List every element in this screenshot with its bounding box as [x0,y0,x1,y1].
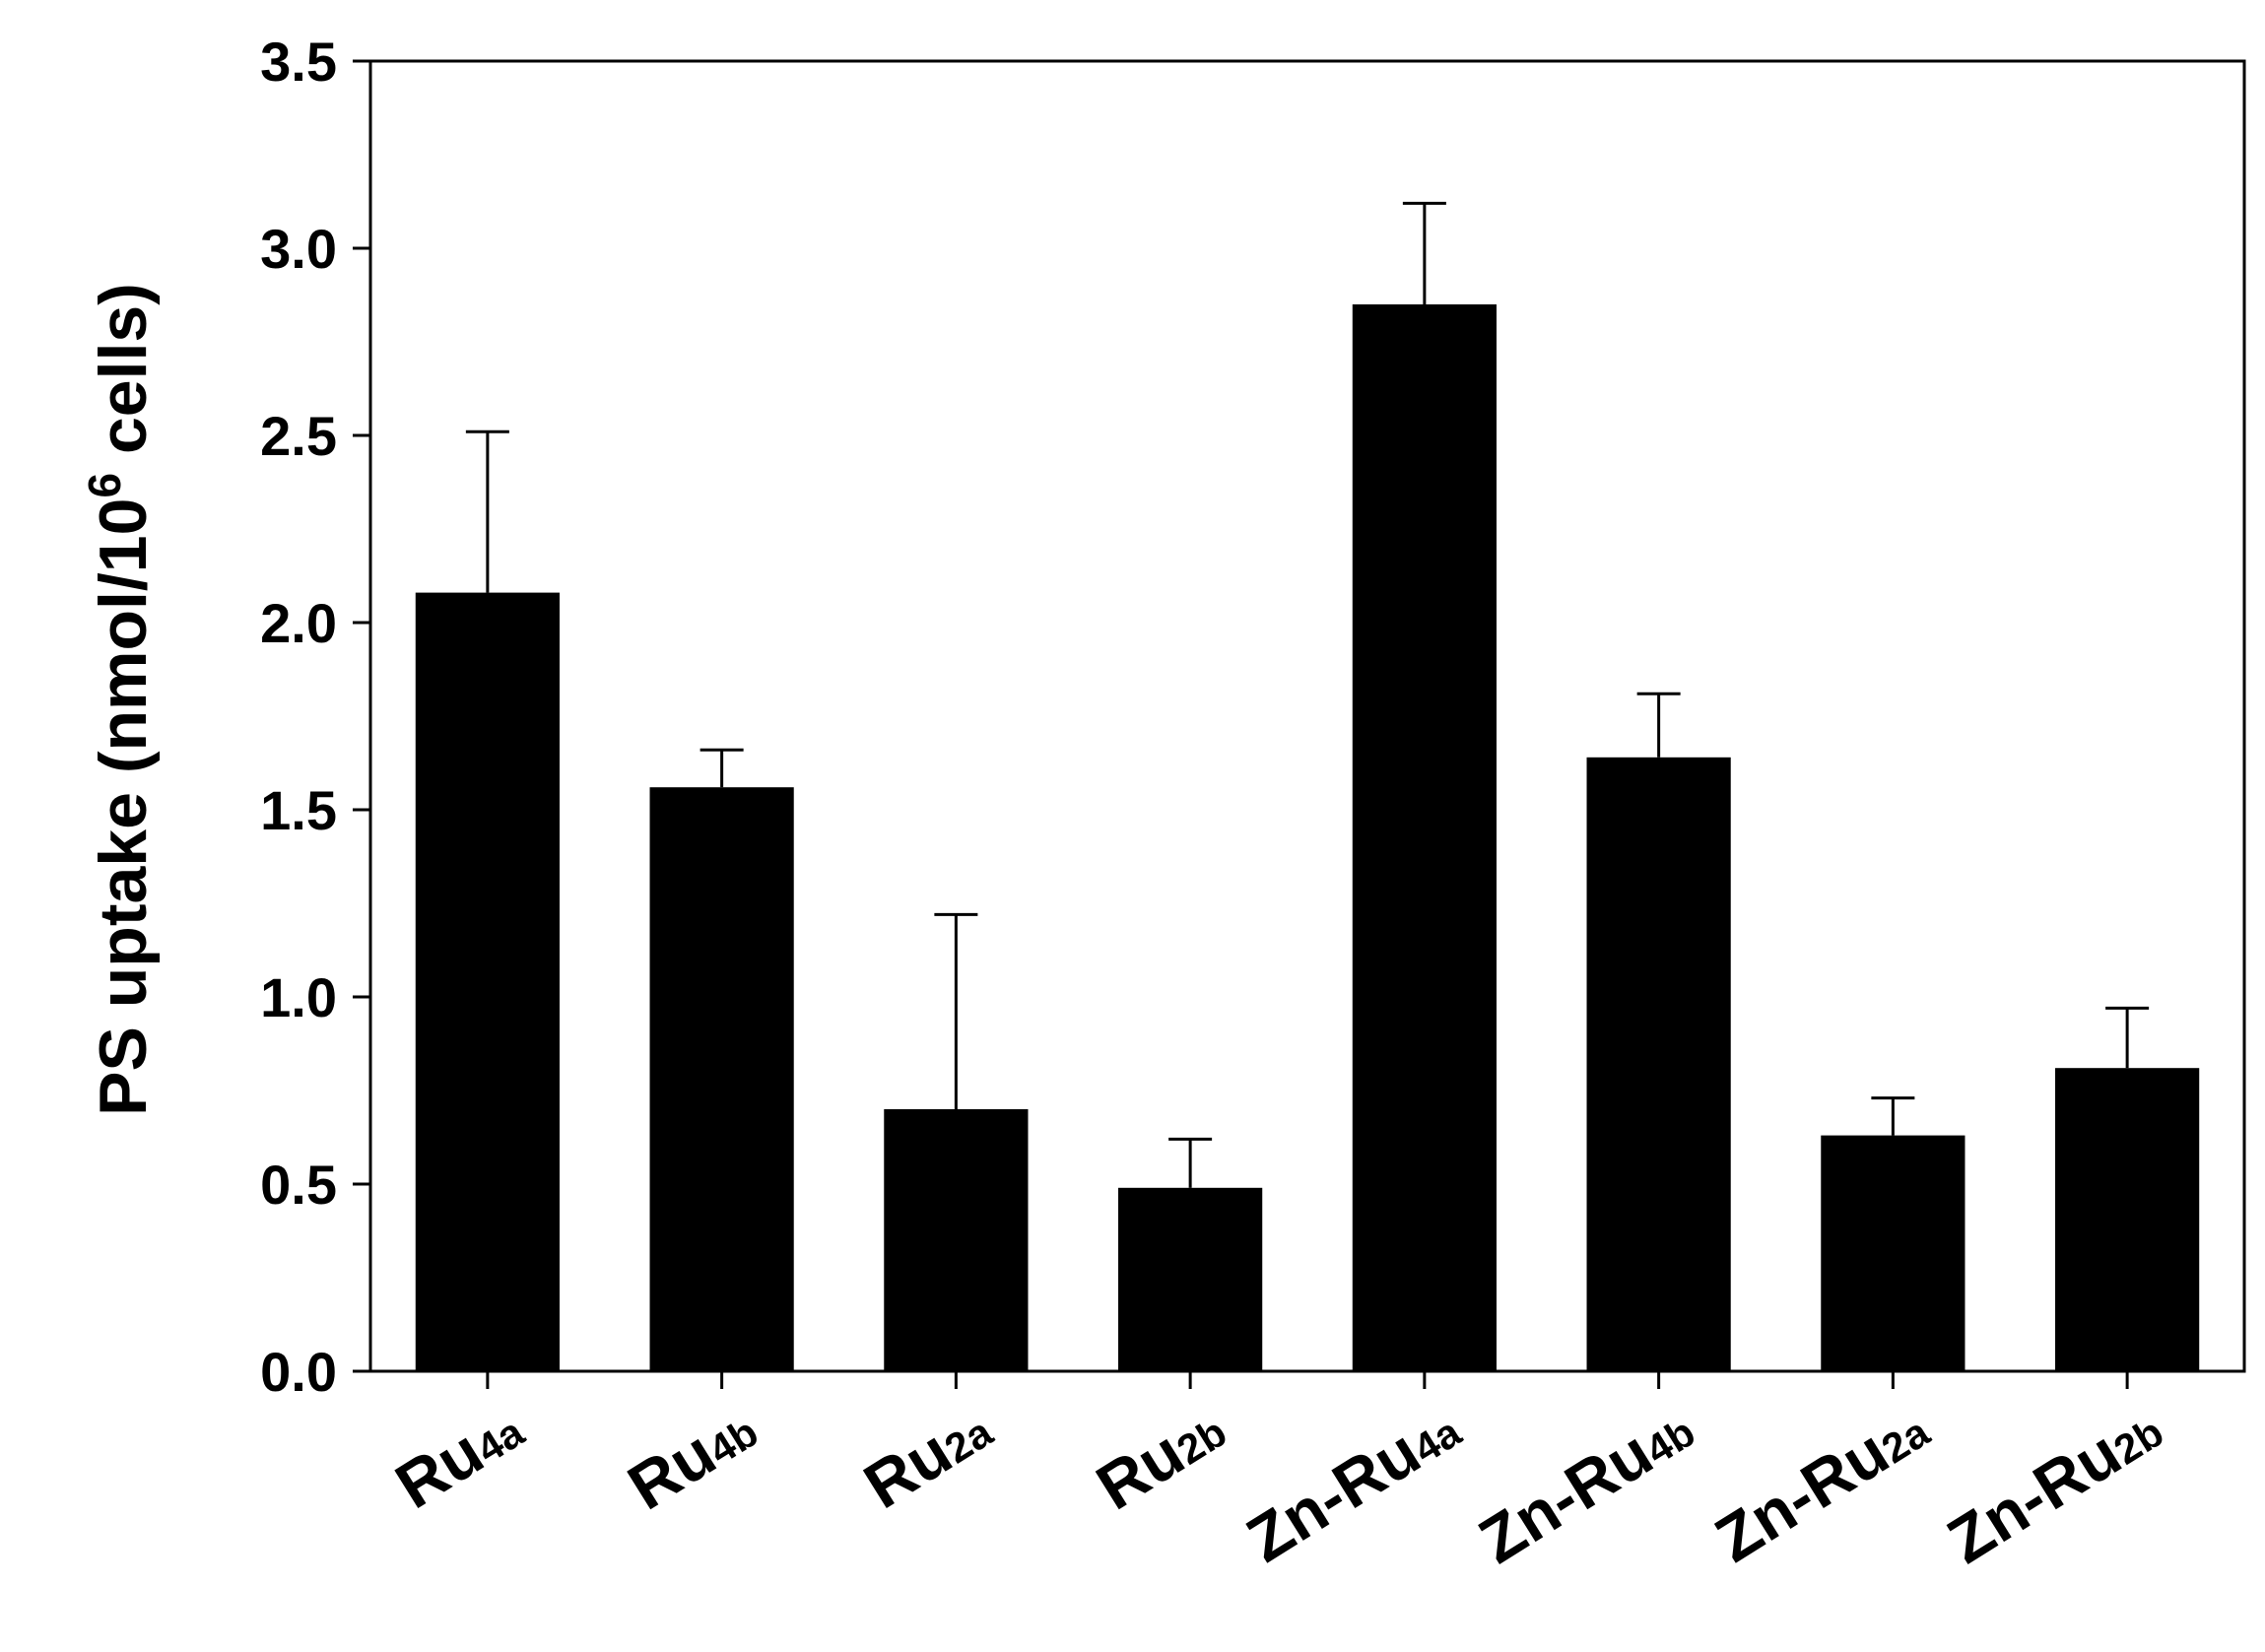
bar-1 [649,787,794,1371]
bars-group [415,304,2200,1371]
bar-3 [1118,1187,1263,1371]
y-tick-label-5: 2.5 [260,405,337,467]
y-tick-label-1: 0.5 [260,1154,337,1216]
bar-2 [884,1109,1029,1371]
x-tick-label-2: Ru2a [851,1390,1003,1522]
y-tick-label-7: 3.5 [260,31,337,93]
x-tick-label-1: Ru4b [616,1390,768,1523]
x-tick-label-6: Zn-Ru2a [1702,1390,1940,1576]
y-tick-label-3: 1.5 [260,779,337,841]
y-axis-title-suffix: cells) [86,283,161,473]
x-tick-label-main-5: Zn-Ru [1467,1416,1665,1577]
error-bars-group [465,201,2150,1188]
bar-7 [2055,1068,2200,1371]
y-axis: 0.0 0.5 1.0 1.5 2.0 2.5 3.0 3.5 [260,31,370,1403]
y-axis-title: PS uptake (nmol/106 cells) [79,283,161,1116]
plot-frame [368,59,2246,1373]
x-tick-label-main-6: Zn-Ru [1702,1415,1900,1576]
x-tick-label-3: Ru2b [1084,1390,1236,1523]
y-axis-title-prefix: PS uptake (nmol/10 [86,498,161,1116]
x-tick-label-main-7: Zn-Ru [1935,1416,2133,1577]
x-tick-label-0: Ru4a [383,1390,535,1522]
bar-0 [415,592,560,1371]
bar-5 [1586,757,1731,1371]
y-axis-title-superscript: 6 [79,473,130,498]
y-tick-label-4: 2.0 [260,592,337,654]
plot-border [368,59,2246,1373]
y-tick-label-0: 0.0 [260,1341,337,1403]
x-tick-label-main-4: Zn-Ru [1234,1415,1432,1576]
x-tick-label-5: Zn-Ru4b [1467,1390,1705,1577]
bar-6 [1821,1135,1965,1371]
y-tick-label-6: 3.0 [260,218,337,280]
x-tick-label-4: Zn-Ru4a [1234,1390,1472,1576]
bar-4 [1352,304,1497,1371]
x-tick-label-7: Zn-Ru2b [1935,1390,2173,1577]
y-tick-label-2: 1.0 [260,966,337,1028]
